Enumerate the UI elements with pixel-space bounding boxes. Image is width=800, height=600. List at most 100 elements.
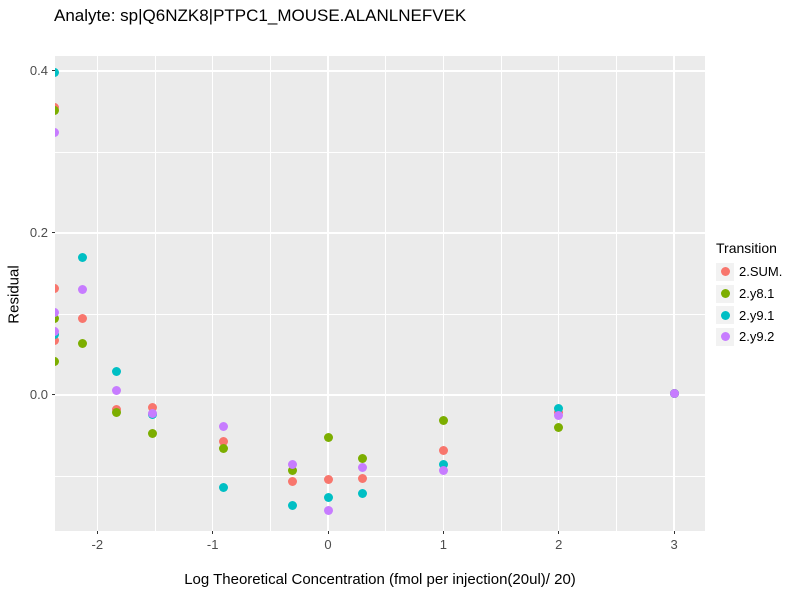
data-point: [55, 68, 60, 78]
data-point: [55, 283, 60, 293]
legend-label: 2.SUM.: [739, 264, 783, 280]
x-tick-label: 3: [670, 537, 678, 552]
legend-title: Transition: [716, 240, 777, 256]
data-point: [218, 437, 228, 447]
data-point: [55, 307, 60, 317]
legend-key: [716, 306, 734, 325]
legend-swatch-icon: [720, 310, 730, 320]
legend-swatch-icon: [720, 289, 730, 299]
legend-item: 2.y8.1: [716, 283, 782, 305]
gridline-minor-y: [55, 475, 705, 477]
data-point: [148, 409, 158, 419]
data-point: [77, 252, 87, 262]
data-point: [323, 492, 333, 502]
x-tick-mark: [558, 531, 560, 534]
legend-label: 2.y9.1: [739, 307, 775, 323]
data-point: [438, 460, 448, 470]
legend: Transition 2.SUM. 2.y8.1 2.y9.1 2.y9.2: [716, 240, 782, 348]
data-point: [323, 432, 333, 442]
data-point: [669, 388, 679, 398]
data-point: [358, 473, 368, 483]
y-tick-label: 0.0: [29, 386, 48, 402]
data-point: [358, 488, 368, 498]
plot-panel: [55, 56, 705, 531]
gridline-major-x: [558, 56, 560, 531]
x-tick-mark: [442, 531, 444, 534]
data-point: [218, 482, 228, 492]
legend-label: 2.y9.2: [739, 329, 775, 345]
gridline-major-x: [673, 56, 675, 531]
legend-swatch-icon: [720, 267, 730, 277]
x-tick-mark: [96, 531, 98, 534]
data-point: [438, 416, 448, 426]
plot-title: Analyte: sp|Q6NZK8|PTPC1_MOUSE.ALANLNEFV…: [54, 6, 467, 25]
data-point: [55, 128, 60, 138]
data-point: [77, 314, 87, 324]
data-point: [55, 313, 60, 323]
legend-key: [716, 327, 734, 346]
x-tick-label: -2: [91, 537, 104, 552]
x-tick-mark: [327, 531, 329, 534]
data-point: [55, 357, 60, 367]
data-point: [55, 106, 60, 116]
data-point: [112, 408, 122, 418]
x-tick-mark: [212, 531, 214, 534]
data-point: [358, 454, 368, 464]
data-point: [554, 404, 564, 414]
x-tick-label: 1: [439, 537, 447, 552]
data-point: [112, 367, 122, 376]
y-tick-mark: [52, 394, 55, 396]
data-point: [287, 460, 297, 470]
legend-swatch-icon: [720, 332, 730, 342]
y-tick-label: 0.4: [29, 62, 48, 78]
gridline-major-x: [211, 56, 214, 531]
data-point: [323, 506, 333, 516]
gridline-minor-x: [500, 56, 502, 531]
y-tick-mark: [52, 70, 55, 72]
gridline-minor-x: [269, 56, 271, 531]
data-point: [438, 465, 448, 475]
gridline-minor-x: [385, 56, 387, 531]
data-point: [323, 474, 333, 484]
gridline-minor-x: [154, 56, 156, 531]
y-axis-title: Residual: [5, 265, 23, 324]
x-tick-label: 0: [324, 537, 332, 552]
data-point: [148, 428, 158, 438]
data-point: [148, 402, 158, 412]
gridline-major-x: [96, 56, 99, 531]
data-point: [287, 465, 297, 475]
data-point: [55, 326, 60, 336]
x-tick-mark: [673, 531, 675, 534]
gridline-minor-y: [55, 151, 705, 153]
data-point: [77, 339, 87, 349]
legend-key: [716, 262, 734, 281]
data-point: [112, 385, 122, 395]
legend-item: 2.y9.1: [716, 304, 782, 326]
legend-key: [716, 284, 734, 303]
gridline-minor-y: [55, 313, 705, 315]
x-tick-label: 2: [555, 537, 563, 552]
data-point: [554, 410, 564, 420]
gridline-major-y: [55, 394, 705, 396]
data-point: [287, 477, 297, 487]
legend-label: 2.y8.1: [739, 286, 775, 302]
x-tick-label: -1: [206, 537, 219, 552]
legend-item: 2.y9.2: [716, 326, 782, 348]
gridline-major-x: [442, 56, 445, 531]
data-point: [358, 463, 368, 473]
gridline-minor-x: [616, 56, 617, 531]
gridline-major-x: [327, 56, 329, 531]
data-point: [554, 422, 564, 432]
data-point: [218, 443, 228, 453]
gridline-major-y: [55, 70, 705, 72]
legend-item: 2.SUM.: [716, 261, 782, 283]
gridline-major-y: [55, 232, 705, 234]
data-point: [287, 501, 297, 511]
y-tick-label: 0.2: [29, 224, 48, 240]
data-point: [218, 422, 228, 432]
data-point: [55, 336, 60, 346]
x-axis-title: Log Theoretical Concentration (fmol per …: [184, 571, 576, 588]
y-tick-mark: [52, 232, 55, 234]
data-point: [77, 285, 87, 295]
